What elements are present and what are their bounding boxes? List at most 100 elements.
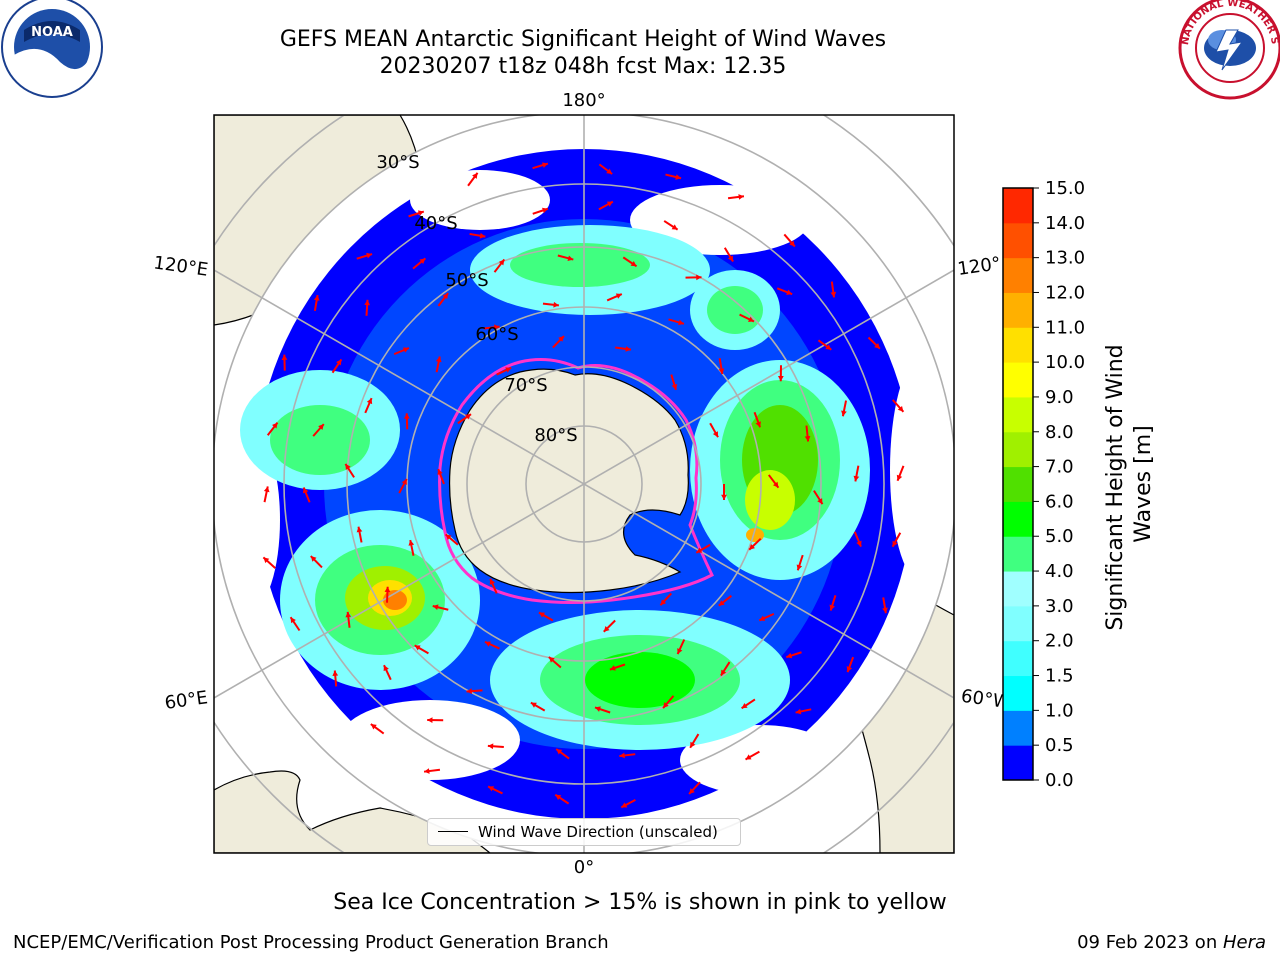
wave-direction-arrow-head	[846, 666, 853, 673]
wave-direction-arrow-head	[538, 612, 545, 618]
wave-direction-arrow-head	[696, 274, 702, 281]
wave-direction-arrow-head	[663, 702, 669, 709]
wave-direction-arrow-head	[853, 475, 860, 482]
colorbar-segment	[1003, 710, 1033, 746]
wave-direction-arrow-head	[630, 260, 637, 267]
wave-direction-arrow-head	[619, 752, 625, 759]
wave-direction-arrow-head	[505, 367, 512, 373]
colorbar-label-line1: Significant Height of Wind	[1103, 344, 1128, 630]
colorbar-tick-label: 10.0	[1045, 352, 1085, 373]
colorbar-tick-label: 12.0	[1045, 282, 1085, 303]
colorbar-segment	[1003, 222, 1033, 259]
map-frame	[213, 114, 955, 854]
nws-logo-text: NATIONAL WEATHER SERVICE	[0, 0, 1280, 46]
wave-direction-arrow-head	[897, 405, 904, 412]
wave-direction-arrow-head	[829, 604, 835, 611]
colorbar-tick-label: 7.0	[1045, 457, 1074, 478]
wave-direction-arrow-head	[856, 540, 862, 547]
colorbar-tick-label: 0.0	[1045, 770, 1074, 791]
wave-direction-arrow-head	[675, 174, 682, 180]
colorbar-tick-label: 11.0	[1045, 317, 1085, 338]
lon-label-120w: 120°	[956, 253, 1002, 280]
wave-direction-arrow-head	[677, 648, 683, 655]
wave-direction-arrow-head	[489, 578, 495, 585]
wave-direction-arrow-head	[786, 652, 793, 659]
wave-direction-arrow-head	[606, 201, 613, 207]
wave-direction-arrow-head	[383, 665, 389, 672]
wave-direction-arrow-head	[487, 743, 494, 750]
wave-direction-arrow-head	[427, 717, 433, 723]
wave-direction-arrow-head	[465, 414, 472, 420]
wave-direction-arrow-head	[874, 342, 880, 349]
wave-direction-arrow-head	[479, 232, 486, 239]
wave-direction-arrow-head	[721, 494, 727, 500]
colorbar-tick-label: 9.0	[1045, 387, 1074, 408]
colorbar-segment	[1003, 571, 1033, 607]
legend-text: Wind Wave Direction (unscaled)	[478, 823, 718, 841]
lat-label-30s: 30°S	[376, 152, 419, 173]
colorbar-segment	[1003, 292, 1033, 328]
wave-direction-arrow-head	[594, 706, 601, 712]
wave-direction-arrow-head	[678, 319, 684, 326]
wave-direction-arrow-head	[366, 398, 373, 405]
colorbar-tick-label: 2.0	[1045, 631, 1074, 652]
lon-label-60e: 60°E	[163, 687, 209, 714]
wave-direction-arrow-head	[281, 354, 288, 360]
wave-direction-arrow-head	[548, 656, 555, 663]
wave-direction-arrow-head	[419, 258, 426, 264]
wave-direction-arrow-head	[817, 498, 823, 505]
legend-line-sample	[438, 831, 468, 832]
wave-direction-arrow-head	[384, 586, 391, 593]
footer-credit: NCEP/EMC/Verification Post Processing Pr…	[13, 932, 609, 953]
colorbar: 0.0 0.5 1.0 1.5 2.0 3.0 4.0 5.0 6.0 7.0 8.0 9.0 10.0…	[1002, 178, 1085, 791]
wave-direction-arrow-head	[417, 210, 424, 216]
wave-direction-arrow-head	[302, 487, 309, 494]
wave-direction-arrow-head	[609, 665, 616, 671]
wave-direction-arrow-head	[772, 481, 779, 488]
wave-direction-arrow-head	[718, 368, 725, 375]
wave-direction-arrow-head	[498, 259, 505, 266]
wave-direction-arrow-head	[689, 788, 695, 795]
colorbar-tick-label: 15.0	[1045, 178, 1085, 199]
wave-direction-arrow-head	[825, 344, 832, 350]
lon-label-180: 180°	[562, 90, 605, 111]
wave-direction-arrow-head	[494, 324, 500, 331]
wave-direction-arrow-head	[424, 768, 430, 774]
footer-date-text: 09 Feb 2023 on	[1077, 932, 1223, 953]
wave-direction-arrow-head	[660, 599, 667, 606]
wave-direction-arrow-head	[696, 547, 703, 553]
wave-direction-arrow-head	[625, 346, 632, 352]
wave-direction-arrow-head	[364, 299, 371, 306]
colorbar-label: Significant Height of Wind Waves [m]	[1103, 337, 1156, 630]
nws-logo: NATIONAL WEATHER SERVICE	[0, 0, 1280, 100]
wave-direction-arrow-head	[432, 604, 439, 611]
plot-title-line2: 20230207 t18z 048h fcst Max: 12.35	[379, 54, 787, 79]
wave-direction-arrow-head	[401, 478, 407, 485]
lat-label-70s: 70°S	[504, 375, 547, 396]
map-legend: Wind Wave Direction (unscaled)	[427, 818, 741, 846]
wave-direction-arrow-head	[749, 544, 755, 550]
wave-direction-arrow-head	[558, 336, 564, 342]
wave-direction-arrow-head	[896, 474, 903, 481]
wave-direction-arrow-head	[789, 240, 795, 247]
wave-direction-arrow-head	[542, 162, 548, 168]
wave-direction-arrow-head	[747, 316, 754, 322]
graticule	[214, 115, 954, 853]
lon-label-120e: 120°E	[152, 252, 209, 280]
lat-label-60s: 60°S	[475, 324, 518, 345]
wave-direction-arrow-head	[796, 564, 803, 571]
wave-direction-arrow-head	[892, 540, 898, 547]
wave-direction-arrow-head	[741, 702, 748, 709]
wave-direction-arrow-head	[263, 557, 270, 564]
footer-host: Hera	[1222, 932, 1266, 953]
colorbar-tick-label: 6.0	[1045, 491, 1074, 512]
colorbar-segment	[1003, 431, 1033, 468]
wave-direction-arrow-head	[841, 410, 847, 417]
wave-direction-arrow-head	[484, 641, 491, 647]
colorbar-tick-label: 13.0	[1045, 248, 1085, 269]
wave-direction-arrow-head	[445, 534, 452, 541]
wave-direction-arrow-head	[720, 669, 727, 676]
wave-direction-arrow-head	[318, 424, 324, 430]
noaa-logo: NOAA	[1, 0, 103, 98]
